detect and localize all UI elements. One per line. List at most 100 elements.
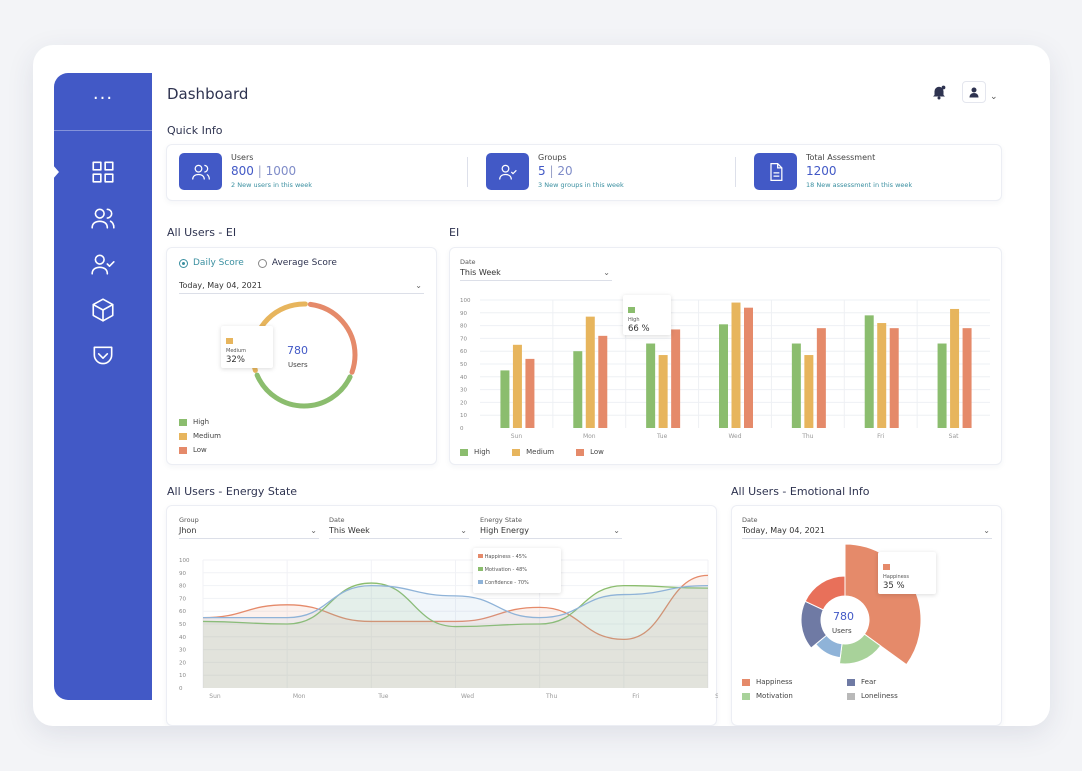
ei-date-select[interactable]: Today, May 04, 2021 ⌄ (179, 281, 424, 294)
chevron-down-icon: ⌄ (613, 526, 620, 535)
energy-card: Group Jhon ⌄ Date This Week ⌄ Energy State… (166, 505, 718, 726)
menu-icon[interactable]: ··· (54, 73, 152, 131)
average-score-radio[interactable]: Average Score (257, 258, 337, 268)
energy-date-label: Date (329, 516, 345, 524)
quick-info-assessment[interactable]: Total Assessment 1200 18 New assessment … (754, 153, 912, 190)
sidebar: ··· (52, 73, 152, 700)
groups-label: Groups (538, 153, 567, 162)
bar-high-fri (864, 315, 874, 428)
chevron-down-icon: ⌄ (603, 268, 610, 277)
line-motivation (202, 582, 709, 628)
bar-high-tue (646, 343, 656, 428)
ei-bar-tooltip: High 66 % (623, 295, 671, 335)
ei-date-label: Date (460, 258, 476, 266)
energy-state-select[interactable]: High Energy ⌄ (480, 526, 622, 539)
energy-group-label: Group (179, 516, 199, 524)
sidebar-item-dashboard[interactable] (52, 149, 152, 195)
users-total: 1000 (265, 164, 297, 178)
emotional-pie-chart (800, 544, 922, 666)
quick-info-card: Users 800 | 1000 2 New users in this wee… (166, 144, 1002, 201)
bar-medium-tue (658, 355, 668, 428)
legend-low: Low (576, 448, 604, 456)
donut-slice-low (250, 301, 358, 409)
legend-high: High (460, 448, 490, 456)
quick-info-title: Quick Info (167, 124, 223, 137)
x-tick-label: Thu (545, 693, 557, 700)
sidebar-item-groups[interactable] (54, 241, 152, 287)
x-tick-label: Sat (949, 433, 959, 440)
sidebar-item-users[interactable] (54, 195, 152, 241)
emotional-card: Date Today, May 04, 2021 ⌄ 780 Users Happ… (731, 505, 1002, 726)
chevron-down-icon: ⌄ (460, 526, 467, 535)
box-icon (92, 298, 114, 322)
user-icon (969, 87, 979, 98)
bar-low-mon (598, 335, 608, 428)
quick-info-users[interactable]: Users 800 | 1000 2 New users in this wee… (179, 153, 312, 190)
y-tick-label: 20 (460, 400, 467, 406)
line-confidence (203, 584, 709, 619)
page-title: Dashboard (167, 85, 249, 103)
legend-high: High (179, 418, 221, 426)
chevron-down-icon: ⌄ (310, 526, 317, 535)
legend-motivation: Motivation (742, 692, 847, 700)
groups-value: 5 (538, 164, 546, 178)
ei-bar-card: Date This Week ⌄ 0 10 20 30 40 50 60 70 80 90 100 Su… (449, 247, 1002, 465)
sidebar-item-assessments[interactable] (54, 287, 152, 333)
bar-medium-sat (950, 308, 960, 428)
y-tick-label: 20 (179, 660, 186, 666)
document-icon (769, 162, 782, 181)
dashboard-grid-icon (92, 161, 114, 183)
bar-medium-sun (512, 344, 522, 428)
y-tick-label: 100 (179, 558, 190, 564)
area-confidence (203, 585, 708, 688)
energy-group-select[interactable]: Jhon ⌄ (179, 526, 319, 539)
energy-state-label: Energy State (480, 516, 523, 524)
y-tick-label: 0 (179, 686, 183, 692)
emotional-tooltip: Happiness 35 % (878, 552, 936, 594)
bar-low-sun (525, 358, 535, 428)
y-tick-label: 70 (460, 336, 467, 342)
legend-medium: Medium (512, 448, 554, 456)
ei-donut-tooltip: Medium 32% (221, 326, 273, 368)
pie-slice-motivation (838, 633, 882, 665)
chevron-down-icon[interactable]: ⌄ (990, 92, 998, 102)
pocket-icon (93, 346, 113, 365)
ei-bar-chart: 0 10 20 30 40 50 60 70 80 90 100 Sun Mon Tue Wed Thu Fri… (460, 298, 990, 440)
users-icon (91, 208, 115, 229)
bar-high-thu (791, 343, 801, 428)
legend-medium: Medium (179, 432, 221, 440)
main-content: Dashboard ⌄ Quick Info Users 800 | 1000 … (166, 45, 1050, 726)
legend-happiness: Happiness (742, 678, 847, 686)
bar-low-sat (962, 328, 972, 428)
users-sub: 2 New users in this week (231, 181, 313, 189)
y-tick-label: 50 (460, 362, 467, 368)
ei-week-select[interactable]: This Week ⌄ (460, 268, 612, 281)
daily-score-radio[interactable]: Daily Score (179, 258, 244, 268)
users-label: Users (231, 153, 254, 162)
chevron-down-icon: ⌄ (983, 526, 990, 535)
energy-area-chart: 0 10 20 30 40 50 60 70 80 90 100 Sun Mon Tue Wed Thu Fri… (179, 558, 718, 700)
x-tick-label: Tue (377, 693, 389, 700)
quick-info-groups[interactable]: Groups 5 | 20 3 New groups in this week (486, 153, 624, 190)
app-frame: ··· Dashboard ⌄ (33, 45, 1050, 726)
x-tick-label: Tue (656, 433, 668, 440)
legend-low: Low (179, 446, 221, 454)
x-tick-label: Thu (801, 433, 813, 440)
ei-bar-legend: High Medium Low (460, 448, 604, 456)
assessment-value: 1200 (806, 164, 837, 178)
energy-date-select[interactable]: This Week ⌄ (329, 526, 469, 539)
x-tick-label: Sun (209, 693, 221, 700)
bell-icon[interactable] (930, 83, 948, 101)
bar-low-thu (816, 328, 826, 428)
emotional-date-select[interactable]: Today, May 04, 2021 ⌄ (742, 526, 992, 539)
groups-sub: 3 New groups in this week (538, 181, 624, 189)
y-tick-label: 30 (179, 648, 186, 654)
emotional-title: All Users - Emotional Info (731, 485, 870, 498)
x-tick-label: Wed (728, 433, 741, 440)
user-menu-button[interactable] (962, 81, 986, 103)
pie-slice-loneliness (804, 575, 846, 611)
y-tick-label: 60 (179, 609, 186, 615)
sidebar-item-reports[interactable] (54, 333, 152, 379)
emotional-date-label: Date (742, 516, 758, 524)
ei-donut-chart (250, 301, 358, 409)
